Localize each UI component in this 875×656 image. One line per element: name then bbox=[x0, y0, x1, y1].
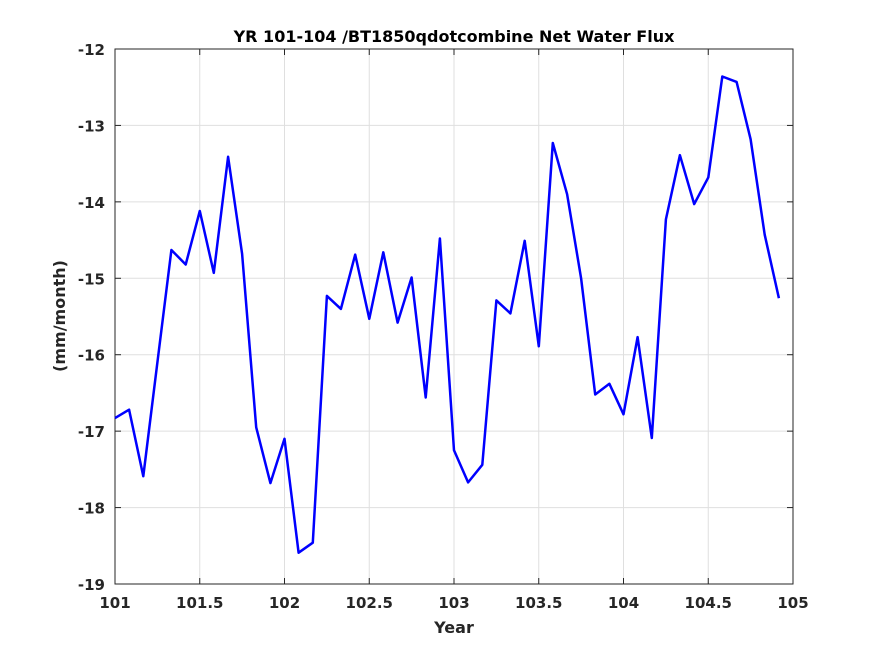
x-tick-label: 104.5 bbox=[685, 594, 732, 612]
x-tick-label: 103.5 bbox=[515, 594, 562, 612]
series-line bbox=[114, 75, 781, 554]
series-group bbox=[114, 75, 781, 554]
x-tick-label: 103 bbox=[438, 594, 469, 612]
tick-marks bbox=[114, 48, 794, 585]
x-tick-label: 104 bbox=[608, 594, 639, 612]
y-tick-label: -16 bbox=[78, 347, 105, 365]
x-tick-labels: 101 101.5 102 102.5 103 103.5 104 104.5 105 bbox=[99, 594, 808, 612]
x-tick-label: 105 bbox=[777, 594, 808, 612]
y-tick-label: -18 bbox=[78, 500, 105, 518]
x-tick-label: 102 bbox=[269, 594, 300, 612]
y-tick-label: -19 bbox=[78, 576, 105, 594]
y-axis-label: (mm/month) bbox=[50, 260, 69, 372]
x-tick-label: 101.5 bbox=[176, 594, 223, 612]
y-tick-labels: -19 -18 -17 -16 -15 -14 -13 -12 bbox=[78, 41, 105, 594]
y-tick-label: -14 bbox=[78, 194, 105, 212]
x-tick-label: 102.5 bbox=[346, 594, 393, 612]
y-tick-label: -17 bbox=[78, 423, 105, 441]
x-axis-label: Year bbox=[433, 618, 474, 637]
chart-title: YR 101-104 /BT1850qdotcombine Net Water … bbox=[233, 27, 676, 46]
y-tick-label: -15 bbox=[78, 270, 105, 288]
x-tick-label: 101 bbox=[99, 594, 130, 612]
y-tick-label: -12 bbox=[78, 41, 105, 59]
y-tick-label: -13 bbox=[78, 117, 105, 135]
